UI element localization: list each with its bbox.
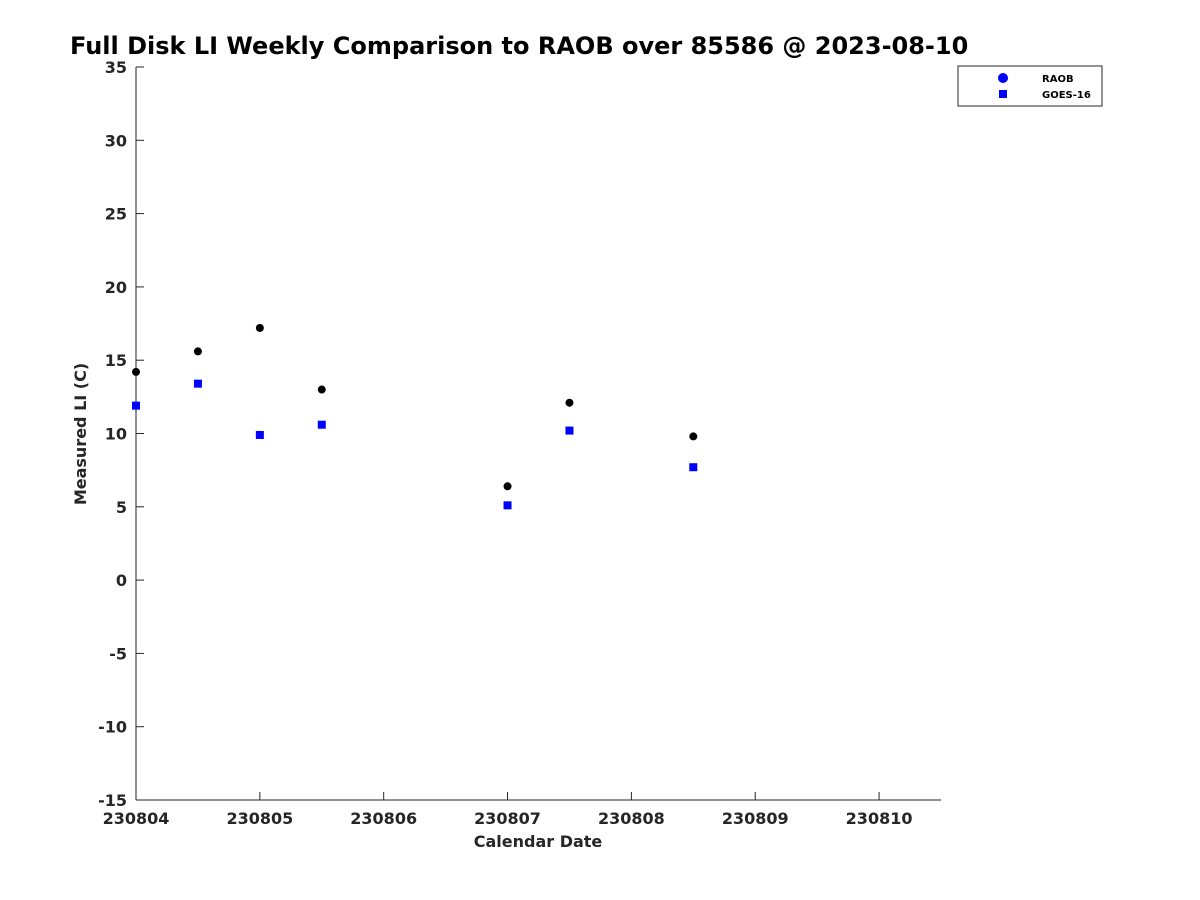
y-tick-label: -10: [98, 718, 127, 737]
goes-16-point: [193, 379, 202, 388]
y-tick-label: 35: [105, 58, 127, 77]
x-tick-label: 230804: [103, 809, 170, 828]
y-tick-label: 30: [105, 131, 127, 150]
y-tick-label: -5: [109, 644, 127, 663]
y-tick-label: 25: [105, 205, 127, 224]
x-tick-label: 230805: [226, 809, 293, 828]
chart-title: Full Disk LI Weekly Comparison to RAOB o…: [70, 32, 968, 60]
legend-label: RAOB: [1042, 74, 1074, 85]
legend-marker-goes-16: [999, 90, 1007, 98]
y-tick-label: 5: [116, 498, 127, 517]
x-tick-label: 230808: [598, 809, 665, 828]
legend-box: [957, 65, 1103, 107]
raob-point: [503, 482, 512, 491]
y-tick-label: 20: [105, 278, 127, 297]
legend-label: GOES-16: [1042, 90, 1091, 101]
y-axis-label: Measured LI (C): [71, 363, 90, 505]
raob-point: [255, 323, 264, 332]
x-tick-label: 230810: [846, 809, 913, 828]
y-tick-label: 10: [105, 425, 127, 444]
raob-point: [565, 398, 574, 407]
legend: RAOB GOES-16: [957, 65, 1103, 107]
raob-point: [317, 385, 326, 394]
goes-16-point: [689, 463, 698, 472]
goes-16-point: [255, 430, 264, 439]
raob-point: [193, 347, 202, 356]
raob-point: [132, 367, 140, 376]
goes-16-point: [503, 501, 512, 510]
goes-16-point: [317, 420, 326, 429]
legend-marker-raob: [998, 73, 1008, 83]
y-tick-label: 15: [105, 351, 127, 370]
data-points: [132, 323, 698, 510]
raob-point: [689, 432, 698, 441]
x-tick-label: 230806: [350, 809, 417, 828]
goes-16-point: [132, 401, 140, 410]
x-tick-label: 230809: [722, 809, 789, 828]
y-tick-label: 0: [116, 571, 127, 590]
goes-16-point: [565, 426, 574, 435]
x-axis-label: Calendar Date: [474, 832, 603, 851]
x-tick-label: 230807: [474, 809, 541, 828]
y-tick-label: -15: [98, 791, 127, 810]
